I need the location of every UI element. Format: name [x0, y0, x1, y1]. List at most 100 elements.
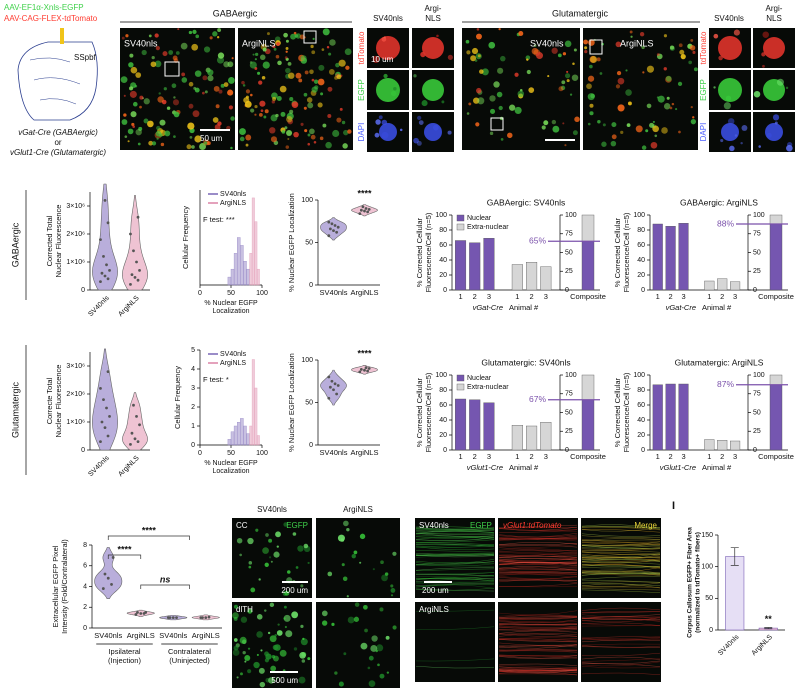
cell: [249, 61, 257, 69]
cell: [281, 130, 286, 134]
cell: [379, 673, 385, 679]
row-label: Glutamatergic: [10, 381, 20, 438]
fiber: [415, 544, 495, 549]
y-tick-label: 100: [565, 372, 577, 379]
cell: [393, 87, 397, 91]
brain-outline: [17, 41, 98, 121]
chart-title: GABAergic: SV40nls: [487, 197, 565, 207]
cell: [227, 76, 235, 84]
fiber: [498, 655, 578, 659]
cell: [276, 42, 280, 46]
cell: [164, 130, 171, 137]
cell: [264, 109, 269, 114]
cell: [514, 106, 522, 114]
histogram-bar: [249, 425, 253, 446]
cell: [134, 84, 138, 88]
cell: [276, 545, 279, 548]
cell: [223, 82, 229, 87]
chart-title: GABAergic: ArgiNLS: [680, 197, 758, 207]
cell: [268, 677, 275, 684]
cell: [273, 551, 280, 558]
bar: [665, 226, 676, 291]
cell: [260, 649, 263, 652]
cell: [384, 572, 389, 576]
data-point: [138, 423, 141, 427]
channel-label: vGlut1:tdTomato: [503, 521, 562, 530]
violin: [122, 392, 148, 451]
legend-swatch: [456, 223, 465, 231]
cell: [147, 120, 154, 128]
cell: [526, 58, 529, 61]
cell: [283, 617, 286, 620]
cell: [273, 47, 277, 51]
cell: [342, 143, 348, 149]
cell: [214, 124, 221, 131]
data-point: [100, 420, 104, 424]
cell: [341, 563, 345, 567]
cell: [250, 108, 255, 113]
y-axis-label: Intensity (Fold/Contralateral): [60, 539, 69, 634]
y-tick-label: 1: [191, 423, 195, 430]
fiber: [498, 671, 578, 674]
cell: [258, 112, 263, 117]
scale-label: 50 um: [200, 134, 223, 143]
y-axis-label: Fluorescence/Cell (n=5): [622, 372, 631, 452]
region-label: CC: [236, 521, 248, 530]
cell: [639, 31, 645, 37]
cell: [135, 72, 142, 78]
data-point: [103, 426, 107, 429]
cell: [264, 609, 267, 612]
cell: [157, 96, 164, 103]
cell: [284, 56, 288, 59]
cell: [283, 605, 287, 609]
significance: ****: [357, 348, 372, 358]
cell: [202, 91, 205, 95]
histogram-bar: [243, 261, 247, 286]
cell: [151, 55, 155, 60]
histogram-bar: [251, 359, 255, 446]
cell: [287, 570, 291, 574]
cell: [327, 114, 332, 119]
cell: [477, 54, 481, 58]
cell: [311, 86, 318, 93]
y-tick-label: 4: [83, 583, 87, 590]
cell: [173, 135, 176, 138]
zoom-label: NLS: [766, 14, 782, 23]
cell: [247, 537, 254, 545]
cell: [311, 78, 315, 82]
cell: [490, 108, 496, 114]
data-point: [332, 388, 335, 392]
x-tick-label: ArgiNLS: [351, 448, 379, 457]
fiber: [581, 560, 661, 565]
data-point: [327, 220, 331, 224]
cell: [390, 588, 396, 593]
data-point: [327, 375, 331, 379]
fiber: [498, 665, 578, 669]
y-tick-label: 60: [439, 242, 447, 249]
cell: [148, 140, 154, 146]
cell: [271, 100, 276, 104]
cell: [558, 86, 564, 92]
cell: [470, 55, 477, 62]
fiber: [581, 643, 661, 646]
group-label: Contralateral: [168, 647, 211, 656]
cell: [269, 127, 276, 134]
cell: [143, 98, 150, 105]
cell: [383, 36, 386, 39]
fiber: [415, 572, 495, 574]
cell: [173, 96, 176, 99]
histogram-bar: [254, 221, 258, 286]
legend-label: Nuclear: [467, 375, 492, 382]
histogram-bar: [249, 253, 253, 286]
y-tick-label: 75: [565, 231, 573, 238]
bracket: [107, 554, 142, 559]
data-point: [129, 283, 132, 286]
data-point: [136, 215, 140, 219]
cell: [328, 69, 335, 75]
cell: [233, 645, 239, 651]
cell: [287, 61, 292, 66]
region-label: dlTH: [236, 605, 253, 614]
cell: [310, 44, 314, 49]
cell: [148, 34, 152, 38]
cell: [587, 75, 595, 82]
